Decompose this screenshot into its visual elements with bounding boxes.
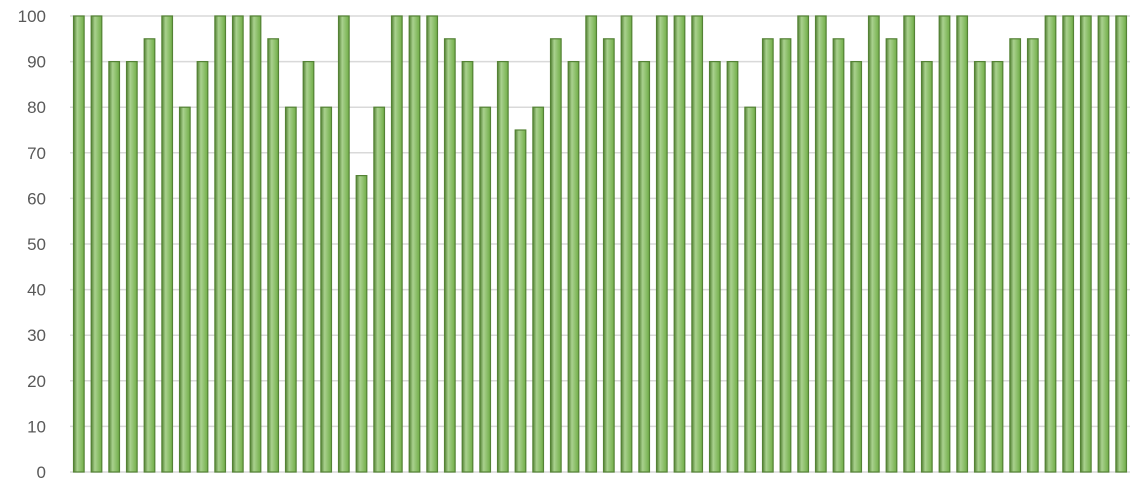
y-tick-label: 70 xyxy=(27,144,46,163)
y-axis-tick-labels: 0 10 20 30 40 50 60 70 80 90 100 xyxy=(18,7,46,482)
y-tick-label: 40 xyxy=(27,281,46,300)
bar xyxy=(797,15,810,473)
bar xyxy=(373,106,386,473)
bar xyxy=(125,60,138,473)
bar xyxy=(691,15,704,473)
y-tick-label: 100 xyxy=(18,7,46,26)
bars xyxy=(72,15,1128,473)
y-tick-label: 60 xyxy=(27,189,46,208)
bar xyxy=(585,15,598,473)
bar xyxy=(549,38,562,473)
bar xyxy=(178,106,191,473)
bar xyxy=(355,175,368,473)
bar xyxy=(602,38,615,473)
bar xyxy=(479,106,492,473)
bar xyxy=(1097,15,1110,473)
bar xyxy=(461,60,474,473)
bar xyxy=(231,15,244,473)
bar xyxy=(744,106,757,473)
bar xyxy=(196,60,209,473)
y-tick-label: 10 xyxy=(27,417,46,436)
bar xyxy=(620,15,633,473)
bar xyxy=(302,60,315,473)
bar xyxy=(320,106,333,473)
bar xyxy=(673,15,686,473)
bar xyxy=(655,15,668,473)
bar xyxy=(850,60,863,473)
bar xyxy=(390,15,403,473)
bar xyxy=(1079,15,1092,473)
bar xyxy=(496,60,509,473)
bar xyxy=(1009,38,1022,473)
bar xyxy=(1062,15,1075,473)
bar xyxy=(337,15,350,473)
y-tick-label: 0 xyxy=(37,463,46,482)
bar xyxy=(426,15,439,473)
bar xyxy=(814,15,827,473)
bar xyxy=(72,15,85,473)
bar xyxy=(90,15,103,473)
y-tick-label: 30 xyxy=(27,326,46,345)
gridlines xyxy=(70,15,1130,473)
bar xyxy=(726,60,739,473)
bar xyxy=(761,38,774,473)
bar xyxy=(514,129,527,473)
y-tick-label: 80 xyxy=(27,98,46,117)
bar xyxy=(1026,38,1039,473)
y-tick-label: 20 xyxy=(27,372,46,391)
y-tick-label: 50 xyxy=(27,235,46,254)
bar xyxy=(284,106,297,473)
bar xyxy=(973,60,986,473)
bar xyxy=(532,106,545,473)
bar xyxy=(903,15,916,473)
bar xyxy=(885,38,898,473)
bar xyxy=(161,15,174,473)
bar xyxy=(708,60,721,473)
bar xyxy=(1044,15,1057,473)
bar xyxy=(214,15,227,473)
bar xyxy=(991,60,1004,473)
y-tick-label: 90 xyxy=(27,53,46,72)
bar xyxy=(832,38,845,473)
bar xyxy=(638,60,651,473)
bar xyxy=(249,15,262,473)
bar xyxy=(267,38,280,473)
bar xyxy=(867,15,880,473)
bar xyxy=(567,60,580,473)
bar xyxy=(920,60,933,473)
bar xyxy=(108,60,121,473)
bar xyxy=(956,15,969,473)
bar xyxy=(143,38,156,473)
bar xyxy=(408,15,421,473)
bar xyxy=(938,15,951,473)
bar xyxy=(779,38,792,473)
bar xyxy=(443,38,456,473)
bar xyxy=(1115,15,1128,473)
